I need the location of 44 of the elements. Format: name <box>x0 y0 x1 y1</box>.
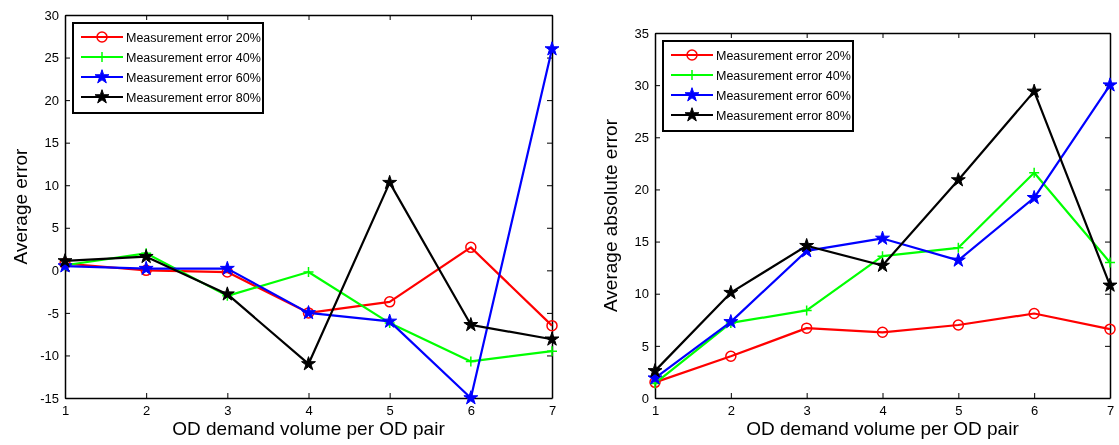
y-tick-label: 35 <box>634 25 649 41</box>
y-tick-label: 5 <box>641 338 649 354</box>
x-tick-label: 6 <box>1031 403 1039 419</box>
y-axis-title: Average error <box>10 147 31 265</box>
x-tick-label: 3 <box>803 403 811 419</box>
legend-label: Measurement error 80% <box>126 90 261 105</box>
x-axis-title: OD demand volume per OD pair <box>746 418 1020 439</box>
x-tick-label: 1 <box>651 403 660 419</box>
x-tick-label: 6 <box>467 403 475 419</box>
x-tick-label: 1 <box>61 403 70 419</box>
x-tick-label: 7 <box>1106 403 1115 419</box>
x-tick-label: 5 <box>955 403 963 419</box>
y-tick-label: 25 <box>634 129 649 145</box>
legend-label: Measurement error 20% <box>716 48 851 63</box>
y-tick-label: -10 <box>40 348 59 364</box>
y-tick-label: 10 <box>44 177 59 193</box>
y-tick-label: 15 <box>44 135 59 151</box>
y-axis-title: Average absolute error <box>600 118 621 312</box>
y-tick-label: 15 <box>634 234 649 250</box>
x-axis-title: OD demand volume per OD pair <box>172 418 446 439</box>
y-tick-label: -15 <box>40 390 59 406</box>
y-tick-label: 10 <box>634 286 649 302</box>
x-tick-label: 2 <box>727 403 735 419</box>
x-tick-label: 7 <box>548 403 557 419</box>
y-tick-label: 0 <box>641 390 649 406</box>
y-tick-label: 5 <box>51 220 59 236</box>
legend-label: Measurement error 60% <box>716 88 851 103</box>
y-tick-label: 20 <box>44 92 59 108</box>
y-tick-label: -5 <box>47 305 59 321</box>
x-tick-label: 3 <box>224 403 232 419</box>
legend-label: Measurement error 40% <box>126 50 261 65</box>
x-tick-label: 5 <box>386 403 394 419</box>
y-tick-label: 0 <box>51 262 59 278</box>
x-tick-label: 4 <box>305 403 313 419</box>
legend-label: Measurement error 20% <box>126 30 261 45</box>
legend-label: Measurement error 80% <box>716 108 851 123</box>
y-tick-label: 25 <box>44 50 59 66</box>
x-tick-label: 4 <box>879 403 887 419</box>
y-tick-label: 30 <box>44 7 59 23</box>
y-tick-label: 20 <box>634 182 649 198</box>
legend-label: Measurement error 40% <box>716 68 851 83</box>
y-tick-label: 30 <box>634 77 649 93</box>
legend-label: Measurement error 60% <box>126 70 261 85</box>
x-tick-label: 2 <box>143 403 151 419</box>
